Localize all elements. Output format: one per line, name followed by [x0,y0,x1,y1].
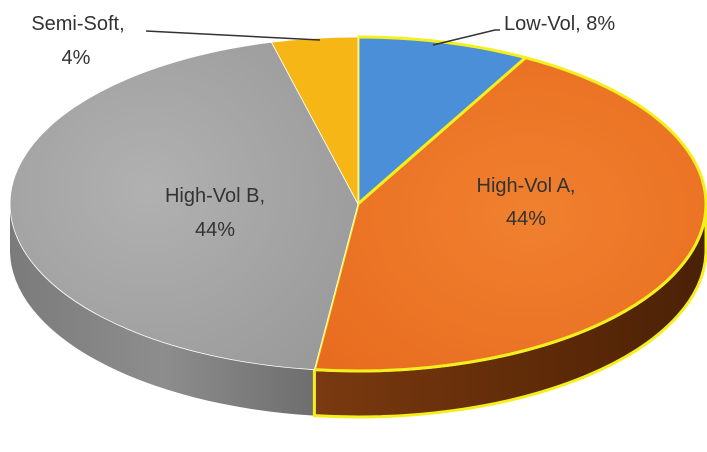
pie-slice-high-vol-b [9,41,359,371]
label-high-vol-b-line1: High-Vol B, [165,185,265,207]
leader-line-semi-soft [145,30,321,41]
label-semi-soft-line2: 4% [62,47,91,69]
label-high-vol-a-line1: High-Vol A, [477,175,576,197]
pie-slice-semi-soft [270,36,359,205]
label-high-vol-b-line2: 44% [195,219,235,241]
pie-side-high-vol-b [10,204,315,416]
label-semi-soft-line1: Semi-Soft, [31,13,124,35]
pie-slice-high-vol-a [312,56,707,373]
label-high-vol-a-line2: 44% [506,208,546,230]
leader-line-low-vol [432,29,500,46]
label-low-vol: Low-Vol, 8% [504,13,615,35]
